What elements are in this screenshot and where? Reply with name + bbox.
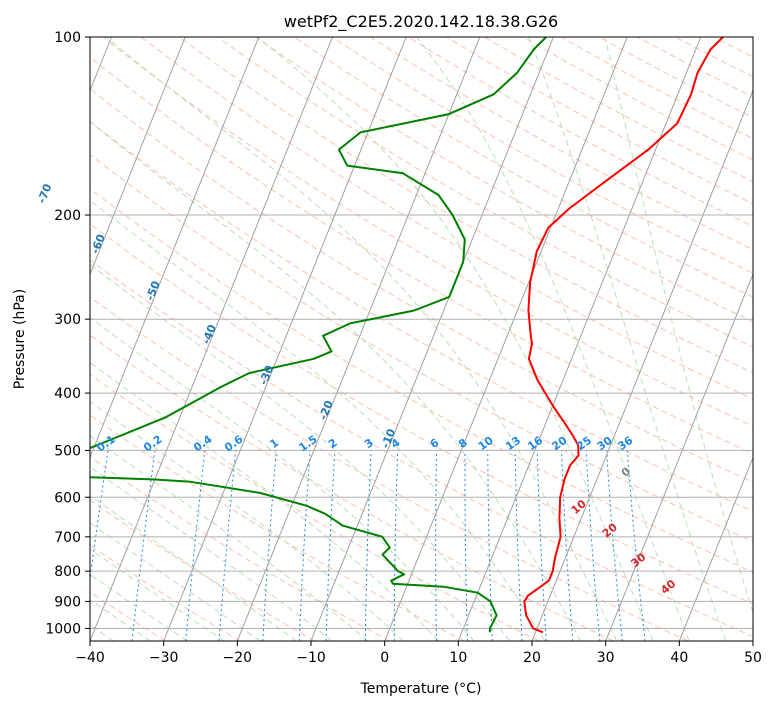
dry-adiabat-line	[102, 37, 753, 427]
x-tick-label: 0	[380, 650, 389, 666]
skew-isotherm-line	[90, 37, 260, 459]
y-axis-title: Pressure (hPa)	[12, 289, 28, 389]
dry-adiabat-line	[90, 56, 753, 455]
skew-isotherm-line	[163, 37, 407, 641]
skew-isotherm-line	[605, 272, 753, 641]
temperature-profile-line	[523, 37, 724, 634]
moist-adiabat-line	[90, 263, 510, 641]
y-tick-label: 900	[54, 594, 81, 610]
in-plot-labels: -100-90-80-70-60-50-40-30-20-100.10.20.4…	[35, 182, 678, 597]
moist-adiabat-line	[416, 37, 690, 641]
dry-adiabat-line	[90, 296, 689, 641]
dry-adiabat-line	[90, 120, 753, 513]
y-tick-label: 1000	[45, 621, 81, 637]
y-tick-label: 300	[54, 312, 81, 328]
dry-adiabat-line	[217, 37, 753, 348]
dry-adiabat-line	[90, 223, 753, 605]
x-tick-label: 30	[597, 650, 615, 666]
moist-adiabat-line	[90, 573, 188, 641]
moist-adiabat-line	[90, 121, 582, 641]
y-tick-label: 800	[54, 564, 81, 580]
skew-isotherm-line	[90, 37, 333, 641]
dry-adiabat-line	[90, 334, 614, 641]
profile-lines	[90, 37, 724, 634]
y-tick-label: 400	[54, 386, 81, 402]
moist-adiabat-line	[257, 37, 654, 641]
moist-adiabat-line	[604, 37, 753, 615]
moist-adiabat-line	[90, 495, 297, 641]
skew-isotherm-line	[384, 37, 628, 641]
x-tick-label: 20	[523, 650, 541, 666]
chart-title: wetPf2_C2E5.2020.142.18.38.G26	[284, 12, 558, 32]
dry-adiabat-line	[90, 188, 753, 573]
moist-adiabat-line	[90, 522, 261, 641]
x-tick-label: −20	[223, 650, 253, 666]
x-tick-label: −40	[75, 650, 105, 666]
dry-adiabat-line	[90, 499, 315, 641]
moist-adiabat-line	[90, 199, 546, 641]
x-tick-label: 50	[744, 650, 762, 666]
x-tick-label: 10	[449, 650, 467, 666]
dry-adiabat-line	[255, 37, 753, 323]
y-tick-label: 200	[54, 208, 81, 224]
skew-isotherm-line	[90, 37, 186, 276]
plot-frame	[89, 36, 754, 642]
moist-adiabat-line	[90, 548, 225, 641]
skew-isotherm-line	[310, 37, 554, 641]
dry-adiabat-line	[90, 544, 241, 641]
dry-adiabat-line	[90, 154, 753, 543]
moist-adiabat-line	[528, 37, 727, 641]
y-tick-label: 500	[54, 443, 81, 459]
moist-adiabat-line	[90, 400, 404, 641]
moist-adiabat-line	[105, 37, 618, 641]
x-axis: −40 −30 −20 −10 0 10 20 30 40 50	[75, 641, 762, 666]
moist-adiabat-line	[90, 466, 333, 641]
skew-isotherm-line	[236, 37, 481, 641]
x-axis-title: Temperature (°C)	[360, 681, 482, 697]
dry-adiabat-line	[90, 373, 540, 641]
y-axis: 100 200 300 400 500 600 700 800 900 1000	[45, 30, 90, 637]
x-tick-label: −10	[296, 650, 326, 666]
x-tick-label: 40	[670, 650, 688, 666]
moist-adiabat-line	[90, 316, 475, 641]
skew-isotherm-line	[678, 456, 753, 641]
y-tick-label: 100	[54, 30, 81, 46]
pressure-gridlines	[90, 37, 753, 629]
background-lines	[90, 37, 753, 641]
dewpoint-profile-line	[90, 37, 547, 633]
skew-isotherm-line	[531, 89, 753, 641]
moist-adiabat-line	[90, 361, 439, 641]
x-tick-label: −30	[149, 650, 179, 666]
y-tick-label: 700	[54, 530, 81, 546]
y-tick-label: 600	[54, 490, 81, 506]
